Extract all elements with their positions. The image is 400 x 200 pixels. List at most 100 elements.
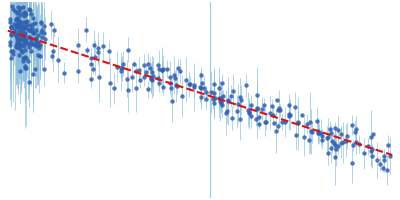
Point [332,126,338,130]
Point [8,34,15,37]
Point [14,26,21,29]
Point [141,75,148,78]
Point [20,11,26,14]
Point [13,35,19,38]
Point [333,148,340,151]
Point [211,83,218,86]
Point [10,49,16,52]
Point [7,20,14,23]
Point [159,68,166,71]
Point [308,130,314,133]
Point [224,110,230,113]
Point [84,49,90,52]
Point [12,9,18,12]
Point [230,89,236,92]
Point [14,40,20,43]
Point [37,43,43,46]
Point [94,51,101,54]
Point [20,32,26,36]
Point [356,142,362,146]
Point [218,97,224,100]
Point [22,35,28,38]
Point [30,22,36,26]
Point [51,29,57,32]
Point [33,0,40,1]
Point [381,154,387,157]
Point [120,62,126,65]
Point [203,90,210,93]
Point [19,29,26,32]
Point [32,28,39,31]
Point [8,56,14,60]
Point [145,88,151,91]
Point [30,72,36,75]
Point [26,29,32,32]
Point [328,131,334,134]
Point [17,48,24,51]
Point [246,112,253,115]
Point [353,127,360,130]
Point [124,89,131,92]
Point [332,143,338,146]
Point [88,63,94,66]
Point [248,115,255,118]
Point [16,30,22,34]
Point [26,35,32,38]
Point [11,29,17,32]
Point [344,134,350,137]
Point [171,73,178,77]
Point [18,50,25,53]
Point [327,127,333,130]
Point [220,95,227,98]
Point [380,167,386,170]
Point [14,16,20,19]
Point [32,67,38,71]
Point [319,134,326,138]
Point [328,147,334,150]
Point [41,67,48,70]
Point [286,114,292,118]
Point [270,114,276,117]
Point [148,77,154,80]
Point [24,42,30,45]
Point [319,139,326,142]
Point [20,25,26,28]
Point [216,87,222,90]
Point [15,45,21,48]
Point [348,161,355,164]
Point [20,35,26,38]
Point [13,18,19,21]
Point [28,36,35,39]
Point [208,91,214,94]
Point [13,44,20,47]
Point [8,33,14,36]
Point [34,41,41,45]
Point [30,42,37,45]
Point [338,133,344,136]
Point [324,152,331,155]
Point [159,68,165,71]
Point [253,117,260,121]
Point [222,111,229,114]
Point [33,36,39,40]
Point [39,29,45,32]
Point [237,118,244,121]
Point [212,97,218,100]
Point [21,14,27,17]
Point [218,81,225,85]
Point [318,131,324,134]
Point [255,116,262,119]
Point [11,23,17,26]
Point [18,33,25,36]
Point [7,25,14,28]
Point [91,43,97,47]
Point [294,120,301,123]
Point [17,13,23,17]
Point [12,33,18,36]
Point [273,129,280,133]
Point [248,103,254,106]
Point [39,35,45,38]
Point [15,43,21,46]
Point [20,21,27,24]
Point [300,135,307,138]
